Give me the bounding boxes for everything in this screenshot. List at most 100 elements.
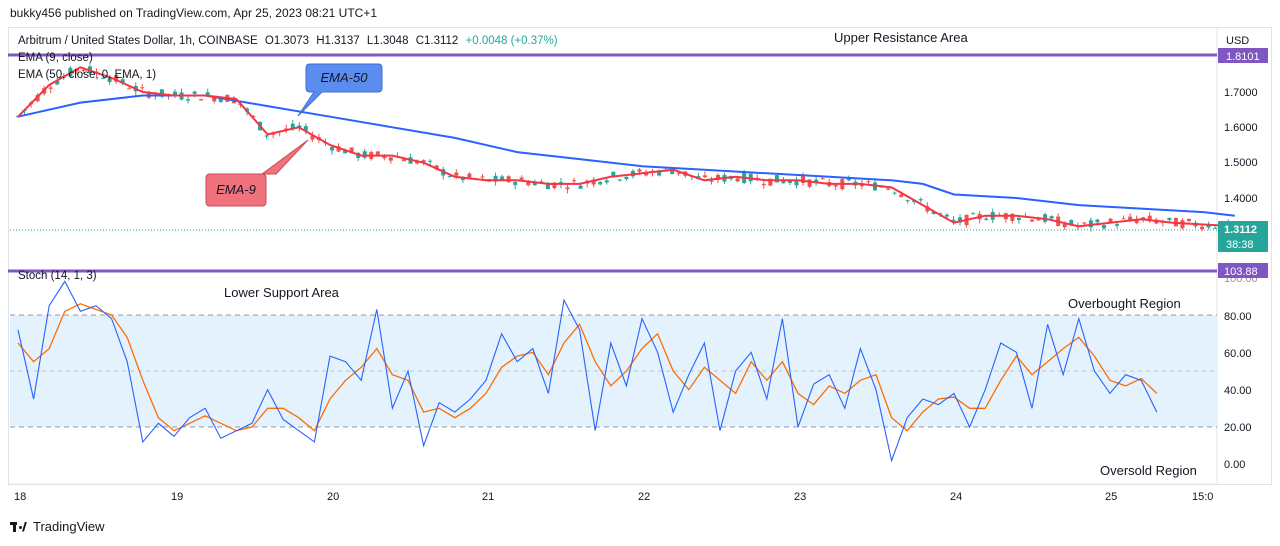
stoch-k-line[interactable] xyxy=(17,280,1158,463)
candle-body xyxy=(794,179,799,186)
overbought-label: Overbought Region xyxy=(1068,296,1181,311)
ema50-callout-shape xyxy=(297,63,383,117)
candle-body xyxy=(1200,226,1205,230)
candle-body xyxy=(1069,220,1074,226)
candle-body xyxy=(343,149,348,154)
candle-body xyxy=(820,178,825,180)
resistance-price-tag xyxy=(1218,48,1268,63)
resistance-price-label: 1.8101 xyxy=(1226,51,1260,63)
candle-body xyxy=(480,176,485,178)
candle-body xyxy=(1101,225,1106,229)
ema9-callout[interactable]: EMA-9 xyxy=(205,139,309,207)
publisher-line: bukky456 published on TradingView.com, A… xyxy=(10,6,378,20)
ema9-callout-shape xyxy=(205,139,309,207)
stoch-marker-label: 103.88 xyxy=(1224,266,1258,278)
candle-body xyxy=(362,151,367,158)
time-tick: 25 xyxy=(1105,491,1117,503)
candle-body xyxy=(814,179,819,183)
candle-body xyxy=(1108,218,1113,222)
candle-body xyxy=(1141,217,1146,220)
candle-body xyxy=(467,173,472,178)
candle-body xyxy=(526,181,531,186)
candle-body xyxy=(421,160,426,163)
candle-body xyxy=(199,99,204,101)
candle-body xyxy=(1147,215,1152,222)
candle-body xyxy=(545,183,550,190)
last-price-label: 1.3112 xyxy=(1224,224,1257,236)
candle-body xyxy=(519,177,524,180)
price-tick: 1.5000 xyxy=(1224,157,1258,169)
candle-body xyxy=(657,171,662,176)
symbol-name: Arbitrum / United States Dollar, 1h, COI… xyxy=(18,35,258,47)
candle-body xyxy=(644,173,649,176)
ema50-legend[interactable]: EMA (50, close, 0, EMA, 1) xyxy=(18,69,157,81)
candle-body xyxy=(604,180,609,183)
ema9-legend[interactable]: EMA (9, close) xyxy=(18,52,93,64)
candle-body xyxy=(1187,218,1192,221)
candle-body xyxy=(984,218,989,220)
ema9-line[interactable] xyxy=(17,66,1235,228)
price-tick: 1.6000 xyxy=(1224,122,1258,134)
candle-body xyxy=(761,183,766,186)
candle-body xyxy=(801,176,806,183)
candle-body xyxy=(1030,219,1034,222)
candle-body xyxy=(1062,223,1067,228)
ema9-callout-text: EMA-9 xyxy=(216,182,256,197)
candle-body xyxy=(637,169,642,172)
candle-body xyxy=(434,165,439,170)
candle-body xyxy=(310,135,315,140)
candle-body xyxy=(539,181,544,183)
ohlc-open: O1.3073 xyxy=(264,35,310,47)
candle-body xyxy=(375,151,380,155)
candle-body xyxy=(35,95,40,102)
candle-body xyxy=(846,178,851,181)
candle-body xyxy=(107,78,112,82)
candle-body xyxy=(611,171,616,177)
ohlc-change: +0.0048 (+0.37%) xyxy=(465,35,558,47)
candle-body xyxy=(251,116,256,118)
time-tick: 20 xyxy=(327,491,339,503)
tradingview-logo-icon xyxy=(10,521,28,532)
candle-body xyxy=(1049,216,1054,219)
time-tick: 22 xyxy=(638,491,650,503)
candle-body xyxy=(866,181,871,183)
candle-body xyxy=(114,75,119,82)
stoch-legend[interactable]: Stoch (14, 1, 3) xyxy=(18,270,97,282)
stoch-d-line[interactable] xyxy=(17,303,1158,432)
ema50-line[interactable] xyxy=(17,94,1235,217)
candle-body xyxy=(506,176,511,182)
candle-body xyxy=(349,147,354,153)
candle-body xyxy=(1010,213,1015,221)
candle-body xyxy=(159,89,164,97)
candle-body xyxy=(598,181,603,185)
candle-body xyxy=(944,214,949,217)
price-tick: 1.7000 xyxy=(1224,87,1258,99)
candle-body xyxy=(833,185,838,187)
ema50-callout[interactable]: EMA-50 xyxy=(297,63,383,117)
candle-body xyxy=(552,182,557,189)
candle-body xyxy=(513,181,518,186)
candle-body xyxy=(1082,222,1087,224)
symbol-legend[interactable]: Arbitrum / United States Dollar, 1h, COI… xyxy=(18,35,562,47)
candle-body xyxy=(1121,218,1126,220)
candle-body xyxy=(931,211,936,215)
candle-body xyxy=(781,179,786,184)
candle-body xyxy=(48,87,53,89)
candle-body xyxy=(918,199,923,201)
candle-body xyxy=(303,126,308,131)
candle-body xyxy=(617,179,622,181)
candle-body xyxy=(186,99,191,101)
candle-body xyxy=(454,172,459,176)
candle-body xyxy=(1167,217,1172,220)
candle-body xyxy=(807,179,812,187)
candle-body xyxy=(388,157,393,161)
candlestick-series xyxy=(16,64,1237,232)
candle-body xyxy=(892,192,897,194)
candle-body xyxy=(1128,216,1133,221)
candle-body xyxy=(670,170,675,175)
candle-body xyxy=(709,180,714,182)
tradingview-logo[interactable]: TradingView xyxy=(10,519,105,534)
candle-body xyxy=(1206,224,1211,228)
candle-body xyxy=(127,88,132,90)
